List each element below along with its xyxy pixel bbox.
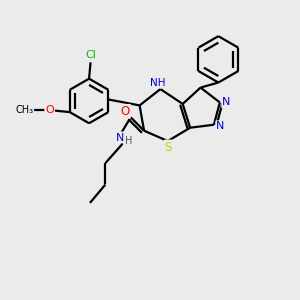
Text: N: N [116,133,124,142]
Text: O: O [121,105,130,118]
Text: Cl: Cl [85,50,96,61]
Text: S: S [165,140,172,154]
Text: CH₃: CH₃ [15,105,33,115]
Text: H: H [124,136,132,146]
Text: N: N [222,98,231,107]
Text: O: O [45,105,54,115]
Text: N: N [216,121,225,131]
Text: NH: NH [150,77,166,88]
